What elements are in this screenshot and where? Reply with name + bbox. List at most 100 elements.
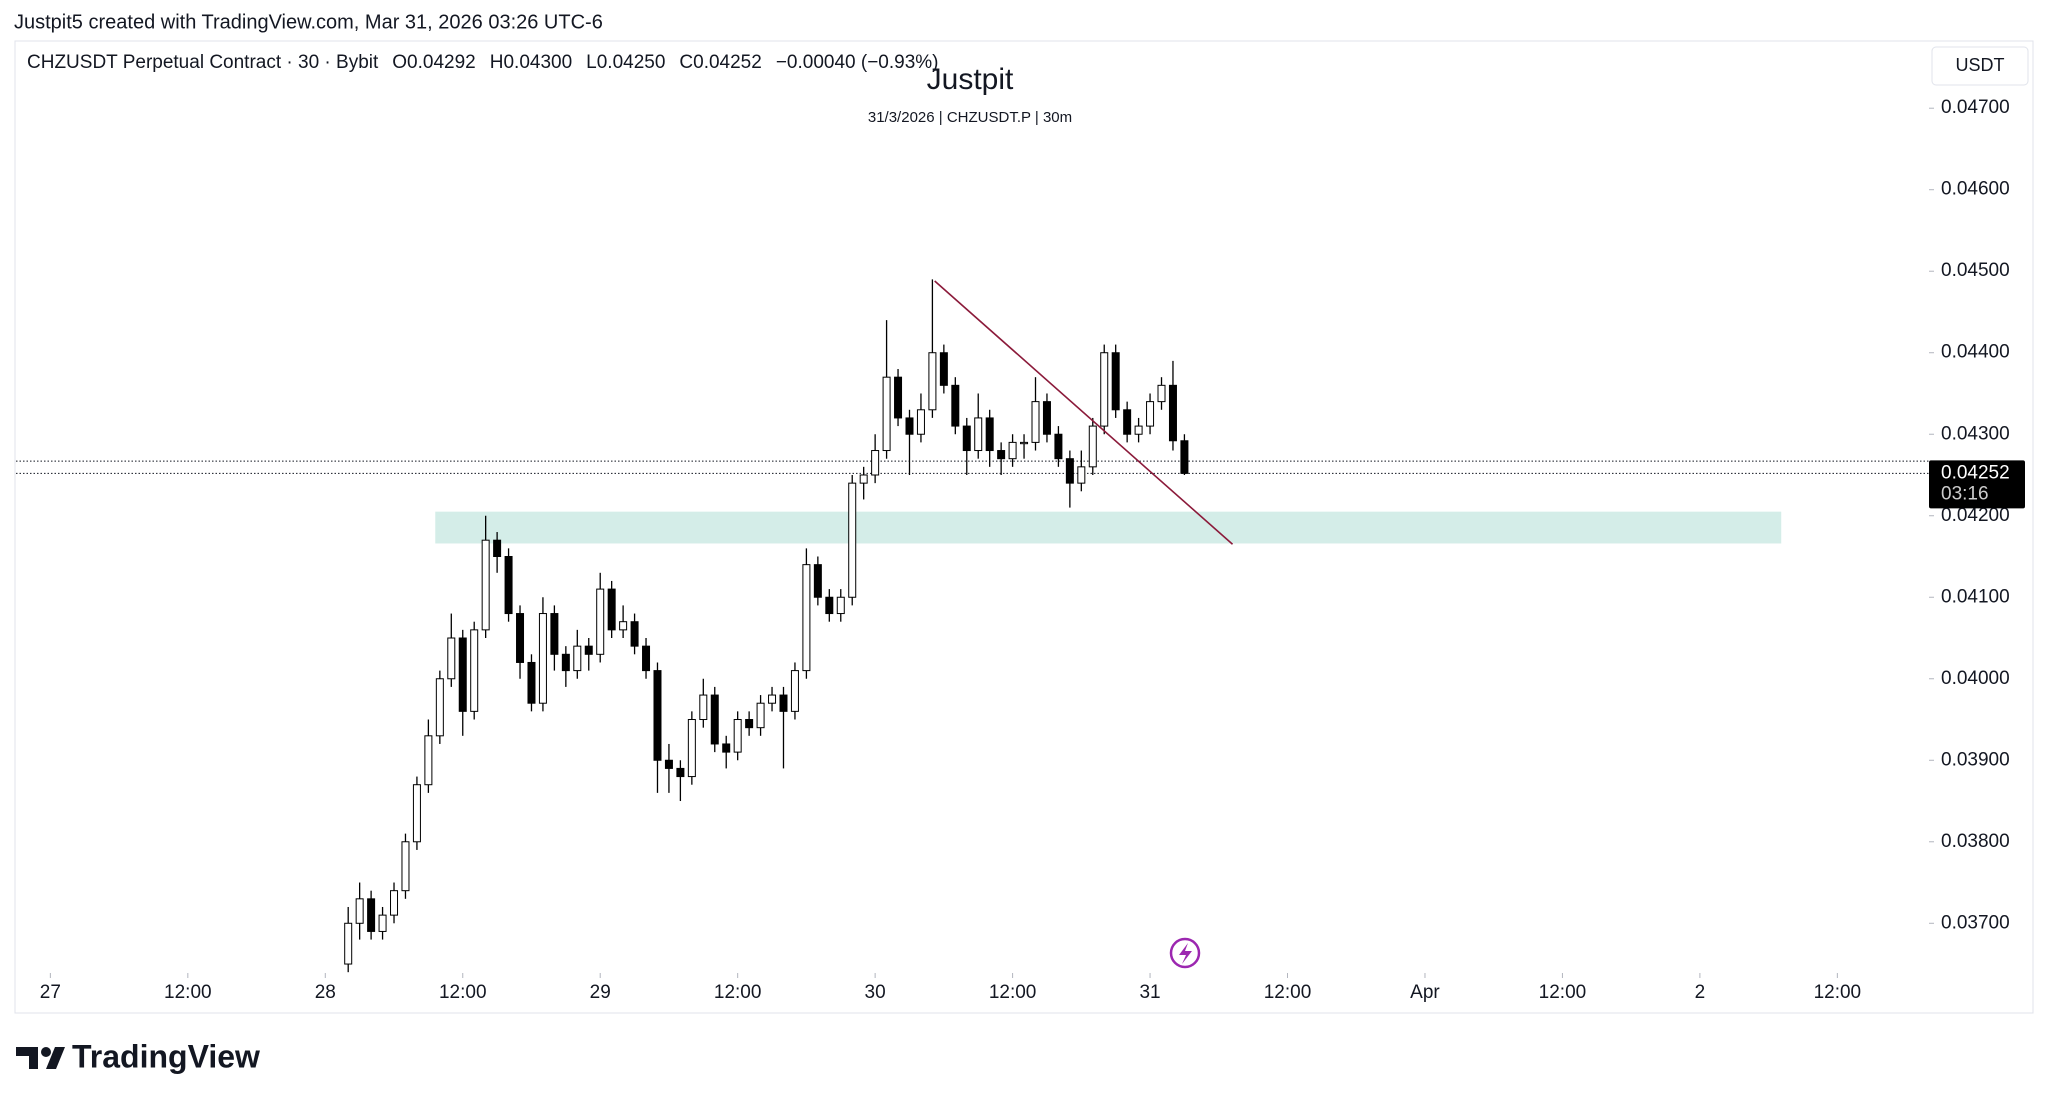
candle-body xyxy=(939,352,948,386)
chart-subtitle: 31/3/2026 | CHZUSDT.P | 30m xyxy=(868,109,1072,126)
candle-body xyxy=(962,425,971,452)
currency: USDT xyxy=(1956,55,2005,75)
candle-body xyxy=(504,555,513,615)
x-tick-label: 12:00 xyxy=(439,982,487,1003)
candle-body xyxy=(412,784,421,843)
candle-body xyxy=(825,596,834,615)
candle-body xyxy=(836,596,845,615)
candle-body xyxy=(550,613,559,655)
x-tick-label: Apr xyxy=(1410,982,1440,1003)
candle-body xyxy=(561,653,570,672)
candle-body xyxy=(790,670,799,712)
candle-body xyxy=(928,352,937,411)
candle-body xyxy=(745,719,754,729)
x-tick-label: 2 xyxy=(1695,982,1706,1003)
candle-body xyxy=(390,890,399,916)
header-field: H0.04300 xyxy=(490,52,572,73)
candle-body xyxy=(882,376,891,452)
candle-body xyxy=(642,645,651,672)
trendline xyxy=(934,280,1234,545)
candle-body xyxy=(619,621,628,631)
candle-body xyxy=(848,482,857,598)
y-tick-label: 0.04400 xyxy=(1941,342,2010,363)
candle-body xyxy=(435,678,444,737)
candle-body xyxy=(573,645,582,672)
logo-mark xyxy=(16,1047,65,1069)
candle-body xyxy=(974,417,983,452)
header: CHZUSDT Perpetual Contract · 30 · Bybit O… xyxy=(27,52,939,73)
candle-body xyxy=(871,450,880,476)
header-field: L0.04250 xyxy=(586,52,665,73)
frame xyxy=(14,40,2034,1014)
candle-body xyxy=(1146,401,1155,427)
candle-body xyxy=(481,539,490,631)
candle-body xyxy=(733,719,742,753)
logo: TradingView xyxy=(72,1038,260,1074)
candle-body xyxy=(607,588,616,631)
candle-body xyxy=(424,735,433,786)
candle-body xyxy=(1077,466,1086,484)
candle-body xyxy=(1008,441,1017,460)
candle-body xyxy=(527,661,536,704)
candle-body xyxy=(813,564,822,598)
candle-body xyxy=(538,613,547,704)
countdown: 03:16 xyxy=(1941,483,1989,504)
y-tick-label: 0.04700 xyxy=(1941,97,2010,118)
candle-body xyxy=(1031,401,1040,443)
candle-body xyxy=(1168,384,1177,442)
x-tick-label: 28 xyxy=(315,982,336,1003)
candle-body xyxy=(470,629,479,712)
candle-body xyxy=(951,384,960,427)
last-price: 0.04252 xyxy=(1941,462,2010,483)
x-tick-label: 12:00 xyxy=(989,982,1037,1003)
candle-body xyxy=(894,376,903,419)
candle-body xyxy=(367,898,376,932)
candle-body xyxy=(584,645,593,655)
candle-body xyxy=(687,719,696,778)
x-tick-label: 12:00 xyxy=(1814,982,1862,1003)
candle-body xyxy=(447,637,456,680)
candle-body xyxy=(401,841,410,892)
header-field: C0.04252 xyxy=(679,52,761,73)
candle-body xyxy=(1180,440,1189,474)
candle-body xyxy=(1054,433,1063,460)
candle-body xyxy=(653,670,662,761)
chart-title: Justpit xyxy=(927,63,1014,96)
candle-body xyxy=(1065,458,1074,484)
candle-body xyxy=(1111,352,1120,411)
y-tick-label: 0.04500 xyxy=(1941,260,2010,281)
candle-body xyxy=(664,759,673,769)
candle-body xyxy=(344,922,353,965)
candle-body xyxy=(710,694,719,745)
x-tick-label: 31 xyxy=(1139,982,1160,1003)
candle-body xyxy=(516,613,525,663)
x-tick-label: 12:00 xyxy=(714,982,762,1003)
y-tick-label: 0.04600 xyxy=(1941,179,2010,200)
candle-body xyxy=(699,694,708,721)
candle-body xyxy=(493,539,502,557)
candle-body xyxy=(378,914,387,932)
candle-body xyxy=(630,621,639,647)
candle-body xyxy=(1042,401,1051,435)
y-tick-label: 0.03700 xyxy=(1941,912,2010,933)
candle-body xyxy=(916,409,925,435)
x-tick-label: 12:00 xyxy=(1539,982,1587,1003)
x-tick-label: 29 xyxy=(590,982,611,1003)
candle-body xyxy=(1123,409,1132,435)
candle-body xyxy=(859,474,868,484)
currency-box[interactable] xyxy=(1931,46,2029,86)
candle-body xyxy=(756,702,765,729)
candle-body xyxy=(1100,352,1109,427)
x-tick-label: 12:00 xyxy=(1264,982,1312,1003)
last-price-box xyxy=(1929,460,2025,509)
header-field: O0.04292 xyxy=(392,52,475,73)
candle-body xyxy=(1020,441,1029,445)
event-bolt xyxy=(1179,943,1192,964)
attribution: Justpit5 created with TradingView.com, M… xyxy=(14,11,603,33)
candle-body xyxy=(1134,425,1143,435)
candle-body xyxy=(596,588,605,655)
y-tick-label: 0.04000 xyxy=(1941,668,2010,689)
header-field: CHZUSDT Perpetual Contract · 30 · Bybit xyxy=(27,52,379,73)
